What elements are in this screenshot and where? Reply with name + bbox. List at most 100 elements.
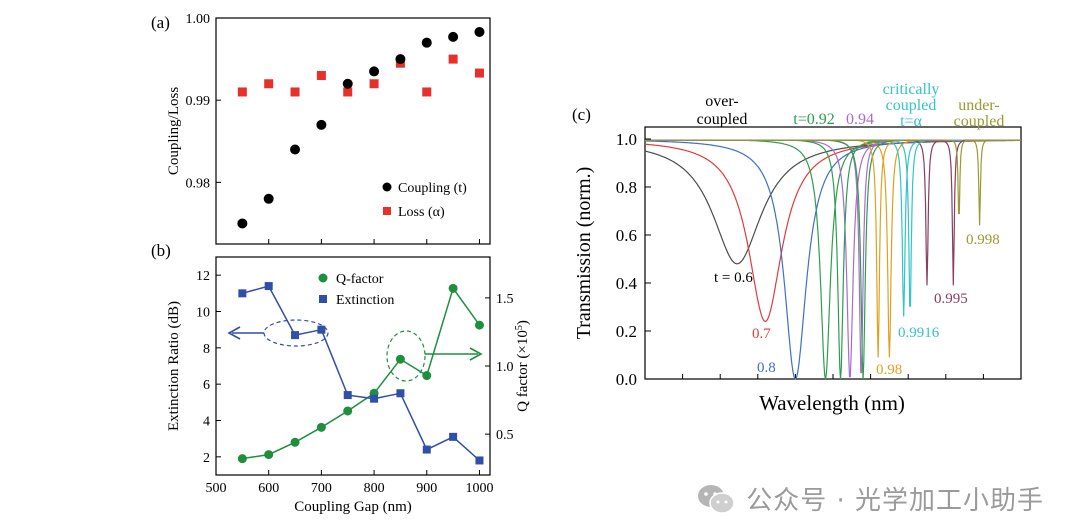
panel-a-y-label: Coupling/Loss	[166, 87, 182, 176]
panel-b-right-y-label: Q factor (×105)	[514, 320, 532, 412]
transmission-extra-dip	[645, 139, 1021, 358]
coupling-point	[395, 54, 406, 65]
watermark-text: 公众号 · 光学加工小助手	[746, 486, 1044, 516]
panel-c: (c) 0.0 0.2 0.4 0.6 0.8 1.0 Transmission (nor…	[572, 81, 1022, 415]
q-factor-line	[242, 286, 481, 460]
loss-point	[290, 87, 300, 97]
panel-c-ytick-label: 0.6	[616, 226, 637, 245]
loss-point	[448, 54, 458, 64]
panel-c-ytick-label: 0.2	[616, 322, 637, 341]
transmission-curve-t-0_98	[645, 139, 1021, 358]
coupling-point	[263, 193, 274, 204]
transmission-extra-dip	[645, 139, 1021, 380]
qfactor-point	[343, 406, 353, 416]
panel-c-y-label: Transmission (norm.)	[573, 167, 595, 340]
panel-b-left-ytick-label: 8	[203, 342, 210, 357]
coupling-point	[342, 78, 353, 89]
qfactor-point	[316, 422, 326, 432]
panel-b-left-y-label: Extinction Ratio (dB)	[166, 301, 182, 431]
qfactor-point	[448, 283, 458, 293]
legend-extinction-marker	[319, 295, 327, 303]
coupling-point	[448, 31, 459, 42]
header-critically: critically	[883, 81, 940, 98]
panel-b-left-ytick-label: 2	[203, 451, 210, 466]
label-07: 0.7	[752, 326, 771, 342]
panel-b-left-ytick-label: 6	[203, 378, 210, 393]
coupling-point	[369, 66, 380, 77]
panel-b-xtick-label: 600	[258, 481, 279, 496]
header-094: 0.94	[846, 111, 874, 128]
right-arrowhead	[469, 347, 483, 361]
loss-point	[474, 68, 484, 78]
qfactor-point	[422, 371, 432, 381]
coupling-point	[421, 37, 432, 48]
transmission-extra-dip	[645, 139, 1021, 215]
panel-c-ytick-label: 0.8	[616, 178, 637, 197]
loss-point	[343, 87, 353, 97]
panel-b-xtick-label: 700	[311, 481, 332, 496]
panel-c-ytick-label: 1.0	[616, 130, 637, 149]
header-t092: t=0.92	[793, 111, 834, 128]
extinction-point	[264, 282, 273, 291]
legend-coupling-marker	[382, 182, 392, 192]
loss-point	[264, 79, 274, 89]
wechat-icon	[698, 484, 735, 514]
extinction-point	[422, 445, 431, 454]
header-t-alpha: t=α	[900, 113, 922, 130]
left-arrowhead	[227, 326, 241, 340]
panel-c-label: (c)	[572, 105, 591, 124]
header-over: over-	[705, 93, 738, 110]
panel-b-right-ytick-label: 1.5	[496, 292, 514, 307]
qfactor-point	[264, 450, 274, 460]
legend-qfactor-label: Q-factor	[336, 272, 384, 287]
panel-a-ytick-label: 0.99	[186, 94, 211, 109]
header-coupled-1: coupled	[697, 111, 748, 128]
header-coupled-3: coupled	[954, 113, 1005, 130]
label-09916: 0.9916	[898, 325, 940, 341]
panel-b-label: (b)	[151, 241, 171, 260]
loss-point	[237, 87, 247, 97]
label-t06: t = 0.6	[714, 270, 753, 286]
label-08: 0.8	[757, 360, 776, 376]
panel-b-x-label: Coupling Gap (nm)	[294, 499, 412, 515]
coupling-point	[237, 218, 248, 229]
extinction-point	[291, 331, 300, 340]
legend-coupling-label: Coupling (t)	[398, 181, 467, 196]
extinction-point	[343, 391, 352, 400]
extinction-point	[475, 456, 484, 465]
panel-c-ytick-label: 0.0	[616, 370, 637, 389]
legend-extinction-label: Extinction	[336, 293, 394, 308]
label-098: 0.98	[876, 362, 902, 378]
extinction-point	[317, 325, 326, 334]
coupling-point	[316, 119, 327, 130]
panel-b-left-ytick-label: 4	[203, 415, 210, 430]
qfactor-point	[474, 320, 484, 330]
panel-b-right-ytick-label: 0.5	[496, 428, 514, 443]
label-0998: 0.998	[966, 232, 1000, 248]
panel-b-xtick-label: 900	[416, 481, 437, 496]
extinction-line	[242, 285, 480, 462]
coupling-point	[290, 144, 301, 155]
watermark: 公众号 · 光学加工小助手	[696, 480, 1044, 517]
panel-a-frame	[215, 17, 491, 245]
qfactor-point	[395, 354, 405, 364]
panel-a-ytick-label: 0.98	[186, 176, 211, 191]
panel-b-xtick-label: 800	[364, 481, 385, 496]
panel-b-xtick-label: 1000	[465, 481, 493, 496]
loss-point	[316, 71, 326, 81]
panel-b-right-ytick-label: 1.0	[496, 360, 514, 375]
extinction-point	[370, 394, 379, 403]
panel-c-frame	[644, 126, 1022, 380]
legend-qfactor-marker	[318, 273, 328, 283]
transmission-extra-dip	[645, 139, 1021, 286]
panel-b-left-ytick-label: 12	[196, 269, 210, 284]
panel-a-ytick-label: 1.00	[186, 12, 211, 27]
qfactor-ellipse-annotation	[386, 330, 426, 382]
qfactor-point	[237, 454, 247, 464]
transmission-curve-t-0_6	[644, 139, 1021, 265]
extinction-point	[238, 289, 247, 298]
legend-loss-marker	[383, 207, 391, 215]
panel-b-xtick-label: 500	[206, 481, 227, 496]
panel-c-x-label: Wavelength (nm)	[759, 391, 905, 415]
